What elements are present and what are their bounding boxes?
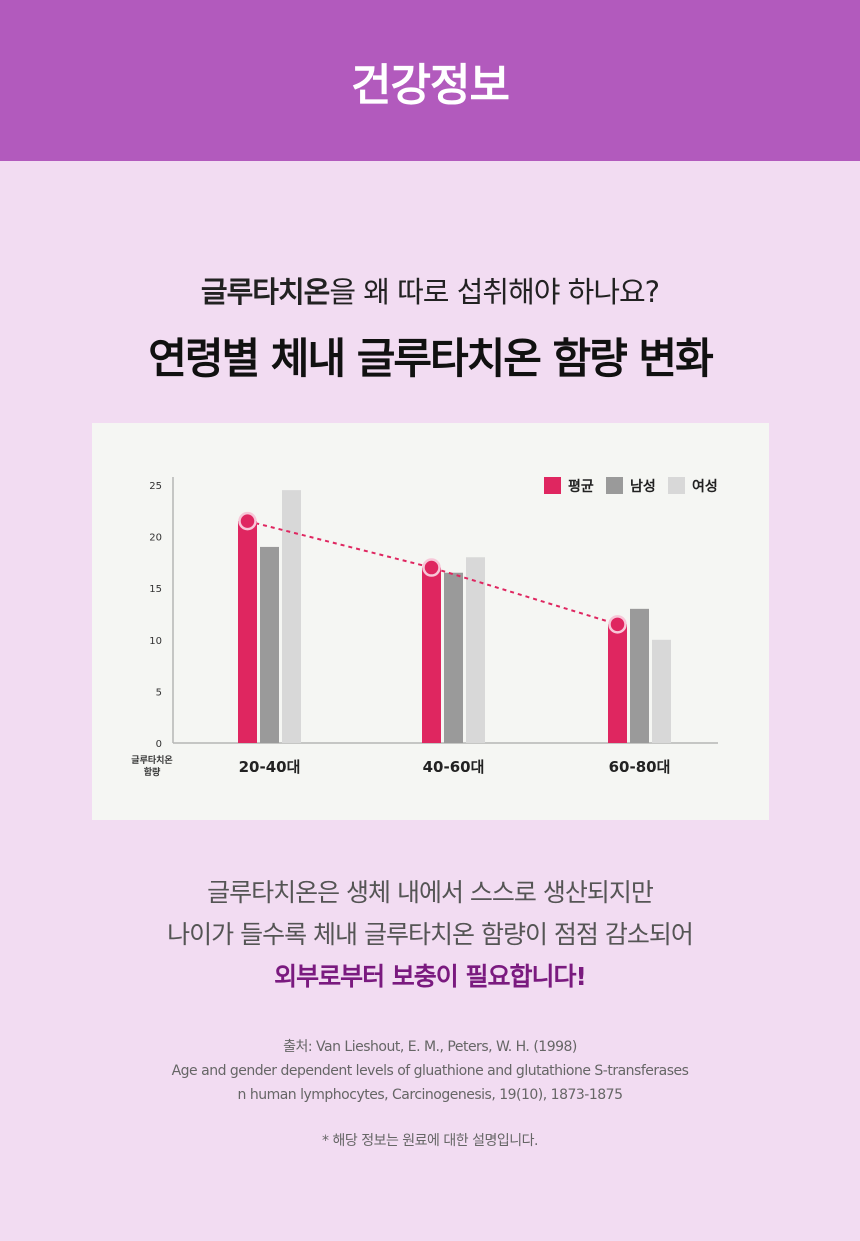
page-header: 건강정보 (0, 0, 860, 161)
source-line-3: n human lymphocytes, Carcinogenesis, 19(… (237, 1087, 623, 1103)
source-line-2: Age and gender dependent levels of gluat… (171, 1063, 689, 1079)
trend-point (608, 615, 627, 634)
disclaimer-note: * 해당 정보는 원료에 대한 설명입니다. (322, 1133, 538, 1149)
x-tick-label: 20-40대 (239, 758, 301, 776)
legend-label-여성: 여성 (692, 478, 718, 495)
y-tick-label: 25 (149, 481, 162, 492)
description-line-2: 나이가 들수록 체내 글루타치온 함량이 점점 감소되어 (167, 920, 694, 949)
page-title: 건강정보 (351, 59, 510, 111)
trend-point (422, 558, 441, 577)
bar-평균-40-60대 (422, 567, 441, 743)
y-axis-label: 글루타치온 (131, 754, 172, 766)
bar-남성-20-40대 (260, 546, 279, 743)
source-line-1: 출처: Van Lieshout, E. M., Peters, W. H. (… (283, 1039, 577, 1055)
description-emphasis: 외부로부터 보충이 필요합니다! (274, 962, 587, 991)
bar-남성-40-60대 (444, 572, 463, 743)
legend-swatch-여성 (668, 477, 685, 494)
bar-평균-60-80대 (608, 624, 627, 743)
y-tick-label: 5 (156, 687, 162, 698)
y-tick-label: 20 (149, 533, 162, 544)
y-tick-label: 10 (149, 636, 162, 647)
description: 글루타치온은 생체 내에서 스스로 생산되지만 나이가 들수록 체내 글루타치온… (0, 872, 860, 998)
chart-container: 0 5 10 15 20 25 글루타치온 함량 20-40대 40-60대 60-80대 평균 남성 여… (92, 423, 769, 820)
bar-남성-60-80대 (630, 608, 649, 743)
y-tick-label: 15 (149, 584, 162, 595)
y-axis-label: 함량 (144, 766, 161, 778)
source-citation: 출처: Van Lieshout, E. M., Peters, W. H. (… (0, 1035, 860, 1107)
y-tick-label: 0 (156, 739, 162, 750)
x-tick-label: 60-80대 (609, 758, 671, 776)
legend-swatch-평균 (544, 477, 561, 494)
legend-label-남성: 남성 (630, 478, 656, 495)
chart-headline: 연령별 체내 글루타치온 함량 변화 (148, 334, 713, 383)
bar-여성-20-40대 (282, 490, 301, 743)
bar-여성-60-80대 (652, 639, 671, 743)
legend-label-평균: 평균 (568, 478, 594, 495)
bar-평균-20-40대 (238, 521, 257, 743)
legend-swatch-남성 (606, 477, 623, 494)
description-line-1: 글루타치온은 생체 내에서 스스로 생산되지만 (207, 878, 654, 907)
question-bold: 글루타치온 (200, 275, 330, 309)
question-rest: 을 왜 따로 섭취해야 하나요? (329, 275, 660, 309)
x-tick-label: 40-60대 (423, 758, 485, 776)
bar-여성-40-60대 (466, 557, 485, 743)
question-text: 글루타치온을 왜 따로 섭취해야 하나요? (0, 269, 860, 311)
trend-point (238, 511, 257, 531)
